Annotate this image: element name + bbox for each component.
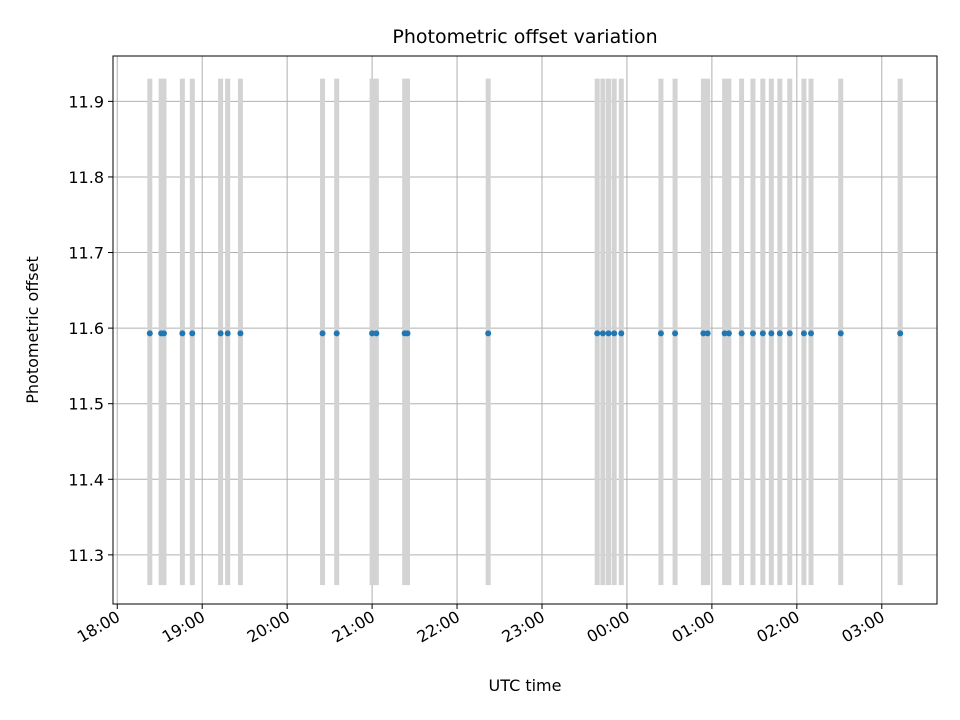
data-point <box>404 330 411 337</box>
data-point <box>800 330 807 337</box>
data-point <box>333 330 340 337</box>
data-point <box>776 330 783 337</box>
data-point <box>738 330 745 337</box>
data-point <box>749 330 756 337</box>
x-tick-label: 20:00 <box>244 607 293 647</box>
data-point <box>837 330 844 337</box>
y-axis-label: Photometric offset <box>23 256 42 404</box>
data-point <box>369 330 376 337</box>
x-tick-label: 01:00 <box>668 607 717 647</box>
plot-frame <box>112 55 938 605</box>
data-point <box>189 330 196 337</box>
x-tick-label: 18:00 <box>74 607 123 647</box>
data-point <box>700 330 707 337</box>
x-tick-label: 02:00 <box>753 607 802 647</box>
x-tick-label: 23:00 <box>499 607 548 647</box>
data-point <box>807 330 814 337</box>
x-tick-label: 00:00 <box>584 607 633 647</box>
data-point <box>217 330 224 337</box>
data-point <box>594 330 601 337</box>
data-point <box>485 330 492 337</box>
data-point <box>721 330 728 337</box>
y-tick-label: 11.4 <box>68 470 104 489</box>
data-point <box>599 330 606 337</box>
data-point <box>237 330 244 337</box>
grid-lines <box>113 56 937 604</box>
x-axis-ticks: 18:00 19:00 20:00 21:00 22:00 23:00 00:00 01:00… <box>74 604 888 647</box>
data-point <box>897 330 904 337</box>
data-point <box>224 330 231 337</box>
data-point <box>768 330 775 337</box>
data-point <box>657 330 664 337</box>
data-point <box>179 330 186 337</box>
x-tick-label: 21:00 <box>329 607 378 647</box>
data-points <box>146 330 904 337</box>
y-tick-label: 11.6 <box>68 319 104 338</box>
y-tick-label: 11.9 <box>68 92 104 111</box>
x-tick-label: 03:00 <box>838 607 887 647</box>
x-tick-label: 19:00 <box>159 607 208 647</box>
y-tick-label: 11.5 <box>68 395 104 414</box>
y-tick-label: 11.8 <box>68 168 104 187</box>
data-point <box>605 330 612 337</box>
x-tick-label: 22:00 <box>414 607 463 647</box>
x-axis-label: UTC time <box>489 676 562 695</box>
y-tick-label: 11.3 <box>68 546 104 565</box>
data-point <box>704 330 711 337</box>
data-point <box>160 330 167 337</box>
plot-background <box>113 56 937 604</box>
data-point <box>611 330 618 337</box>
data-point <box>146 330 153 337</box>
data-point <box>725 330 732 337</box>
chart-title: Photometric offset variation <box>392 26 657 48</box>
data-point <box>319 330 326 337</box>
data-point <box>373 330 380 337</box>
y-axis-ticks: 11.3 11.4 11.5 11.6 11.7 11.8 11.9 <box>68 92 113 565</box>
data-point <box>672 330 679 337</box>
plot-area <box>113 56 937 604</box>
data-point <box>759 330 766 337</box>
data-point <box>786 330 793 337</box>
y-tick-label: 11.7 <box>68 244 104 263</box>
data-point <box>618 330 625 337</box>
